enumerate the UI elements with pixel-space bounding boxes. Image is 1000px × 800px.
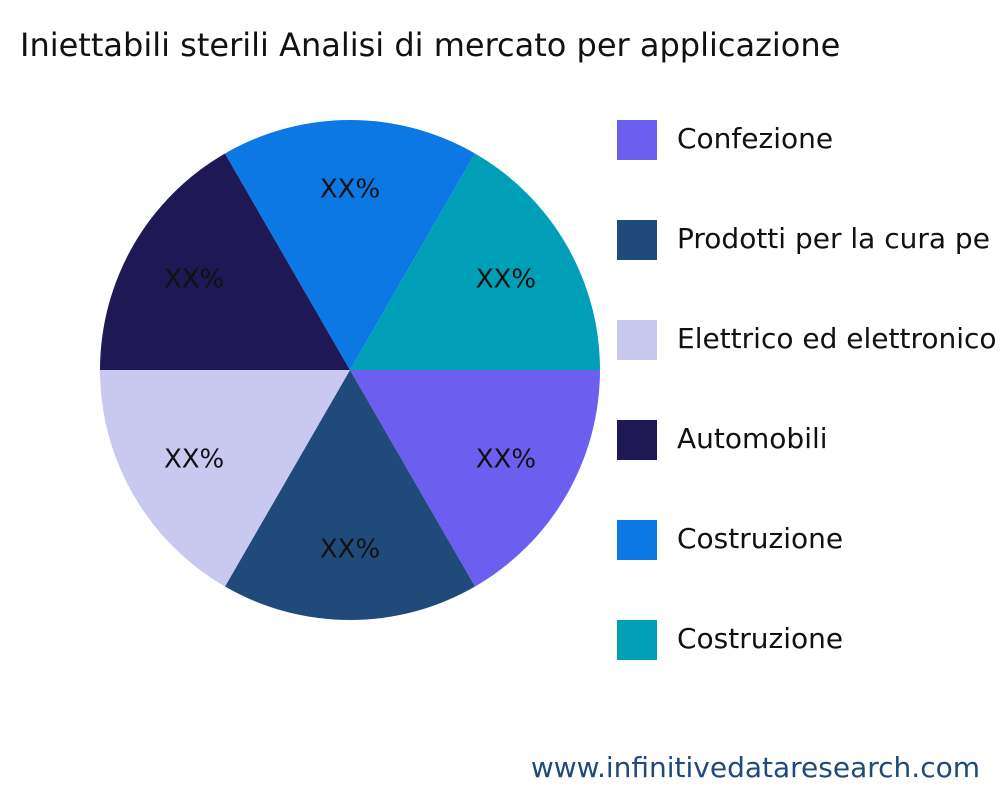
legend-label: Prodotti per la cura pe — [677, 222, 990, 255]
chart-title: Iniettabili sterili Analisi di mercato p… — [20, 26, 840, 64]
pie-slice — [100, 370, 350, 587]
legend-swatch — [617, 120, 657, 160]
legend-label: Costruzione — [677, 622, 843, 655]
slice-label: XX% — [476, 265, 536, 295]
pie-slice — [100, 153, 350, 370]
legend-label: Costruzione — [677, 522, 843, 555]
legend-label: Confezione — [677, 122, 833, 155]
pie-slice — [225, 370, 475, 620]
legend-label: Elettrico ed elettronico — [677, 322, 997, 355]
slice-label: XX% — [164, 265, 224, 295]
pie-slice — [350, 370, 600, 587]
pie-slice — [350, 153, 600, 370]
legend-swatch — [617, 620, 657, 660]
slice-label: XX% — [164, 445, 224, 475]
legend-swatch — [617, 220, 657, 260]
footer: www.infinitivedataresearch.com — [531, 751, 980, 784]
legend-swatch — [617, 420, 657, 460]
slice-label: XX% — [320, 535, 380, 565]
slice-label: XX% — [476, 445, 536, 475]
slice-label: XX% — [320, 175, 380, 205]
legend-label: Automobili — [677, 422, 828, 455]
pie-slice — [225, 119, 475, 370]
legend-swatch — [617, 320, 657, 360]
legend-swatch — [617, 520, 657, 560]
